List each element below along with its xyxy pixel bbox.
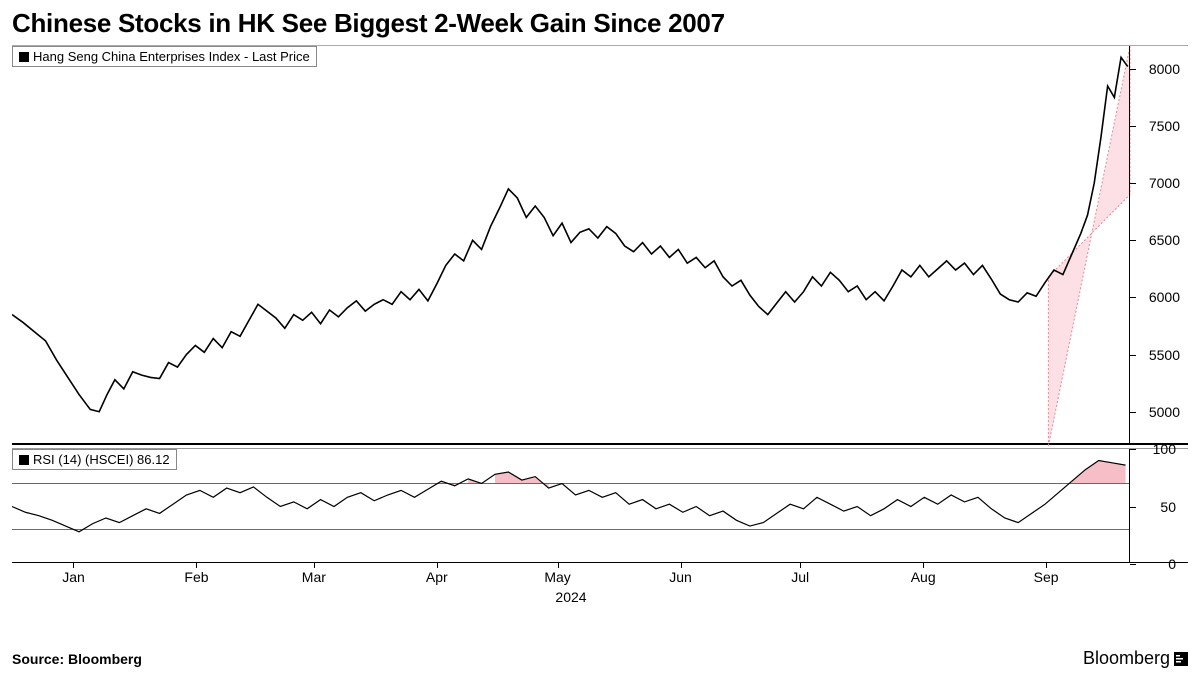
y-tick-label: 7500 — [1149, 118, 1180, 134]
x-tick-label: May — [544, 569, 570, 585]
brand-terminal-icon — [1174, 652, 1188, 666]
brand-text: Bloomberg — [1083, 648, 1170, 669]
x-tick-mark — [196, 563, 197, 568]
y-axis-line — [1129, 46, 1130, 443]
x-tick-label: Sep — [1034, 569, 1059, 585]
x-tick-label: Jun — [669, 569, 692, 585]
price-svg — [12, 46, 1188, 446]
y-tick-label: 8000 — [1149, 61, 1180, 77]
x-tick-label: Mar — [302, 569, 326, 585]
x-tick-mark — [73, 563, 74, 568]
y-tick-label: 5500 — [1149, 347, 1180, 363]
x-tick-mark — [800, 563, 801, 568]
x-tick-mark — [314, 563, 315, 568]
source-label: Source: Bloomberg — [12, 651, 142, 667]
y-tick-mark — [1130, 449, 1136, 450]
x-tick-mark — [681, 563, 682, 568]
x-axis: 2024 Jan Feb Mar Apr May Jun Jul Aug Sep — [12, 563, 1188, 613]
y-tick-label: 5000 — [1149, 404, 1180, 420]
x-axis-year: 2024 — [555, 589, 586, 605]
price-legend-label: Hang Seng China Enterprises Index - Last… — [33, 49, 310, 64]
rsi-svg — [12, 449, 1188, 564]
x-tick-mark — [558, 563, 559, 568]
x-tick-label: Jan — [62, 569, 85, 585]
x-tick-label: Jul — [791, 569, 809, 585]
y-tick-mark — [1130, 240, 1136, 241]
brand-label: Bloomberg — [1083, 648, 1188, 669]
x-tick-label: Feb — [184, 569, 208, 585]
y-tick-label: 6500 — [1149, 232, 1180, 248]
y-tick-label: 100 — [1153, 441, 1176, 457]
y-axis-line — [1129, 449, 1130, 562]
x-tick-mark — [923, 563, 924, 568]
rsi-legend-label: RSI (14) (HSCEI) 86.12 — [33, 452, 170, 467]
y-tick-label: 50 — [1160, 499, 1176, 515]
y-tick-label: 6000 — [1149, 289, 1180, 305]
y-tick-mark — [1130, 412, 1136, 413]
y-tick-mark — [1130, 355, 1136, 356]
rsi-chart: RSI (14) (HSCEI) 86.12 050100 — [12, 448, 1188, 563]
y-tick-mark — [1130, 69, 1136, 70]
y-tick-mark — [1130, 126, 1136, 127]
price-legend: Hang Seng China Enterprises Index - Last… — [12, 46, 317, 67]
chart-title: Chinese Stocks in HK See Biggest 2-Week … — [12, 8, 1188, 39]
chart-area: Hang Seng China Enterprises Index - Last… — [12, 45, 1188, 613]
y-tick-mark — [1130, 183, 1136, 184]
y-tick-mark — [1130, 507, 1136, 508]
x-tick-mark — [1046, 563, 1047, 568]
x-tick-label: Aug — [911, 569, 936, 585]
legend-square-icon — [19, 52, 29, 62]
rsi-legend: RSI (14) (HSCEI) 86.12 — [12, 449, 177, 470]
x-tick-mark — [437, 563, 438, 568]
y-tick-mark — [1130, 297, 1136, 298]
legend-square-icon — [19, 455, 29, 465]
x-tick-label: Apr — [426, 569, 448, 585]
price-chart: Hang Seng China Enterprises Index - Last… — [12, 45, 1188, 445]
y-tick-label: 7000 — [1149, 175, 1180, 191]
